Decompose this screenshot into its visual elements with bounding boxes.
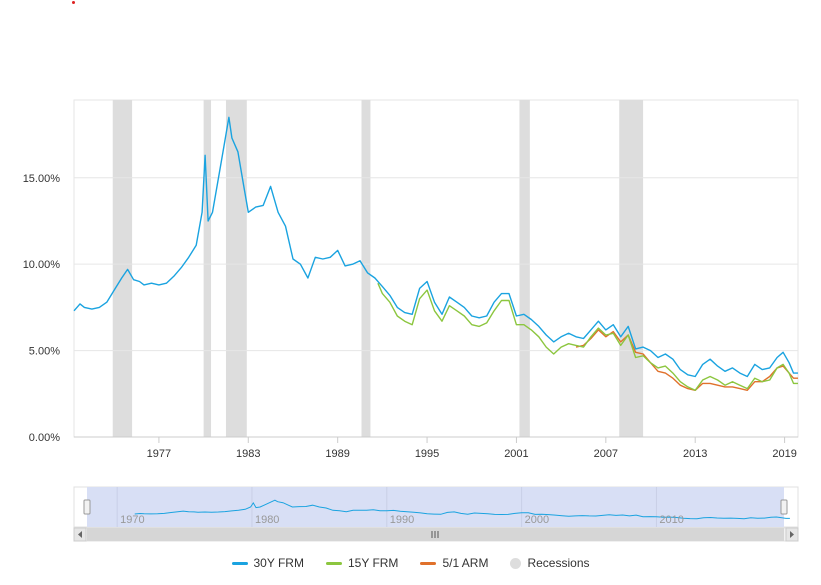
- x-tick-label-1: 1983: [236, 448, 260, 460]
- plot-area: [73, 99, 799, 438]
- recession-band-4: [519, 100, 530, 437]
- navigator-tick-label-0: 1970: [120, 514, 144, 526]
- range-navigator[interactable]: 1970 1980 1990 2000 2010: [73, 486, 799, 542]
- legend-label-arm: 5/1 ARM: [442, 556, 489, 570]
- chevron-left-icon: [78, 531, 82, 538]
- legend-swatch-30y: [231, 561, 248, 565]
- x-tick-label-4: 2001: [504, 448, 528, 460]
- navigator-tick-label-1: 1980: [255, 514, 279, 526]
- legend-swatch-15y: [325, 561, 342, 565]
- legend-item-30y-frm[interactable]: 30Y FRM: [231, 556, 304, 570]
- navigator-right-handle[interactable]: [780, 499, 788, 515]
- navigator-tick-label-2: 1990: [390, 514, 414, 526]
- series-lines: [73, 116, 798, 391]
- y-tick-label-2: 10.00%: [23, 259, 61, 271]
- recession-band-1: [203, 100, 212, 437]
- y-axis: 0.00% 5.00% 10.00% 15.00%: [23, 173, 61, 444]
- x-tick-label-0: 1977: [147, 448, 171, 460]
- navigator-series-line: [134, 499, 790, 520]
- chevron-right-icon: [790, 531, 794, 538]
- legend-swatch-arm: [420, 561, 437, 565]
- y-tick-label-3: 15.00%: [23, 173, 61, 185]
- navigator-grid: [116, 487, 657, 527]
- recession-band-3: [361, 100, 371, 437]
- legend-swatch-recessions: [510, 557, 522, 569]
- navigator-selection[interactable]: [87, 487, 784, 527]
- navigator-x-axis: 1970 1980 1990 2000 2010: [120, 514, 684, 526]
- navigator-left-handle[interactable]: [83, 499, 91, 515]
- legend-item-15y-frm[interactable]: 15Y FRM: [325, 556, 399, 570]
- corner-marker: [72, 1, 75, 4]
- recession-band-2: [225, 100, 247, 437]
- navigator-tick-label-4: 2010: [659, 514, 683, 526]
- legend-item-recessions[interactable]: Recessions: [510, 556, 590, 570]
- scrollbar-grip-icon: [431, 531, 439, 538]
- legend-label-15y: 15Y FRM: [347, 556, 399, 570]
- x-tick-label-6: 2013: [683, 448, 707, 460]
- legend: 30Y FRM 15Y FRM 5/1 ARM Recessions: [0, 556, 821, 570]
- series-line-2[interactable]: [575, 329, 798, 391]
- recession-band-5: [619, 100, 644, 437]
- x-tick-label-5: 2007: [594, 448, 618, 460]
- recession-band-0: [112, 100, 133, 437]
- legend-label-recessions: Recessions: [527, 556, 590, 570]
- legend-label-30y: 30Y FRM: [253, 556, 304, 570]
- x-axis: 1977 1983 1989 1995 2001 2007 2013 2019: [147, 437, 797, 460]
- x-tick-label-3: 1995: [415, 448, 439, 460]
- series-line-1[interactable]: [377, 282, 798, 391]
- navigator-tick-label-3: 2000: [525, 514, 549, 526]
- series-line-0[interactable]: [73, 116, 798, 378]
- y-tick-label-1: 5.00%: [29, 346, 60, 358]
- x-tick-label-7: 2019: [772, 448, 796, 460]
- legend-item-5-1-arm[interactable]: 5/1 ARM: [420, 556, 488, 570]
- y-tick-label-0: 0.00%: [29, 432, 60, 444]
- x-tick-label-2: 1989: [325, 448, 349, 460]
